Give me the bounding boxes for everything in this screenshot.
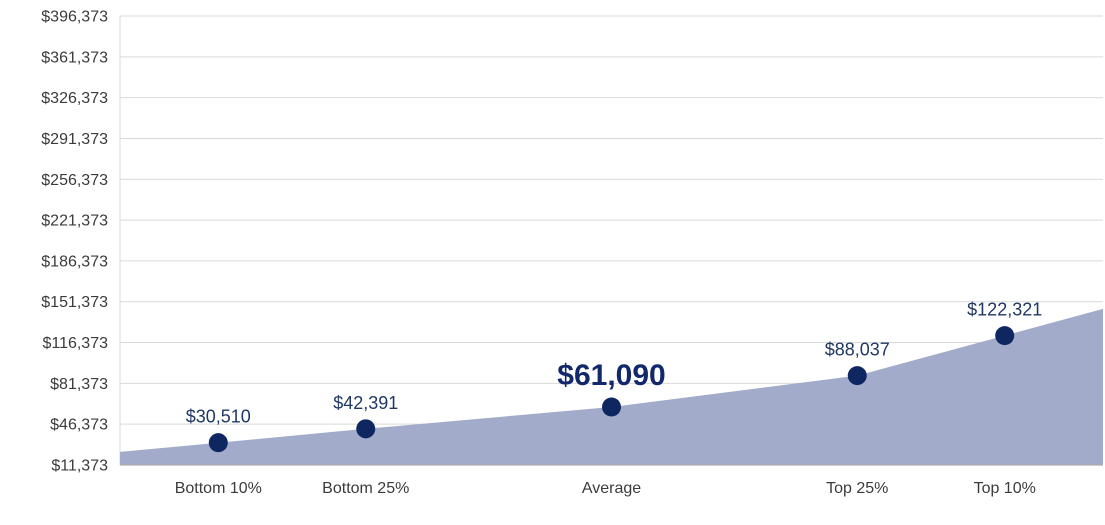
y-axis-tick-label: $186,373 <box>41 253 108 270</box>
y-axis-tick-label: $46,373 <box>50 417 108 434</box>
data-label: $88,037 <box>825 340 890 360</box>
data-label: $122,321 <box>967 300 1042 320</box>
data-point <box>208 433 228 453</box>
data-point <box>602 397 621 417</box>
y-axis-tick-label: $256,373 <box>41 172 108 189</box>
y-axis-tick-label: $81,373 <box>50 376 108 393</box>
x-axis-category-label: Bottom 25% <box>322 480 409 497</box>
y-axis-tick-label: $396,373 <box>41 9 108 26</box>
x-axis-category-label: Bottom 10% <box>175 480 262 497</box>
data-label-emphasized: $61,090 <box>557 359 665 392</box>
data-label: $42,391 <box>333 393 398 413</box>
y-axis-tick-label: $11,373 <box>51 458 108 475</box>
y-axis-tick-label: $221,373 <box>41 213 108 230</box>
x-axis-category-label: Top 10% <box>974 480 1036 497</box>
data-point <box>847 366 867 386</box>
data-point <box>995 326 1015 346</box>
y-axis-tick-label: $151,373 <box>41 294 108 311</box>
data-point <box>356 419 376 439</box>
y-axis-tick-label: $291,373 <box>41 131 108 148</box>
x-axis-category-label: Average <box>582 480 641 497</box>
data-label: $30,510 <box>186 407 251 427</box>
y-axis-tick-label: $361,373 <box>41 49 108 66</box>
area-series <box>120 308 1103 465</box>
x-axis-category-label: Top 25% <box>826 480 888 497</box>
y-axis-tick-label: $326,373 <box>41 90 108 107</box>
y-axis-tick-label: $116,373 <box>42 335 108 352</box>
